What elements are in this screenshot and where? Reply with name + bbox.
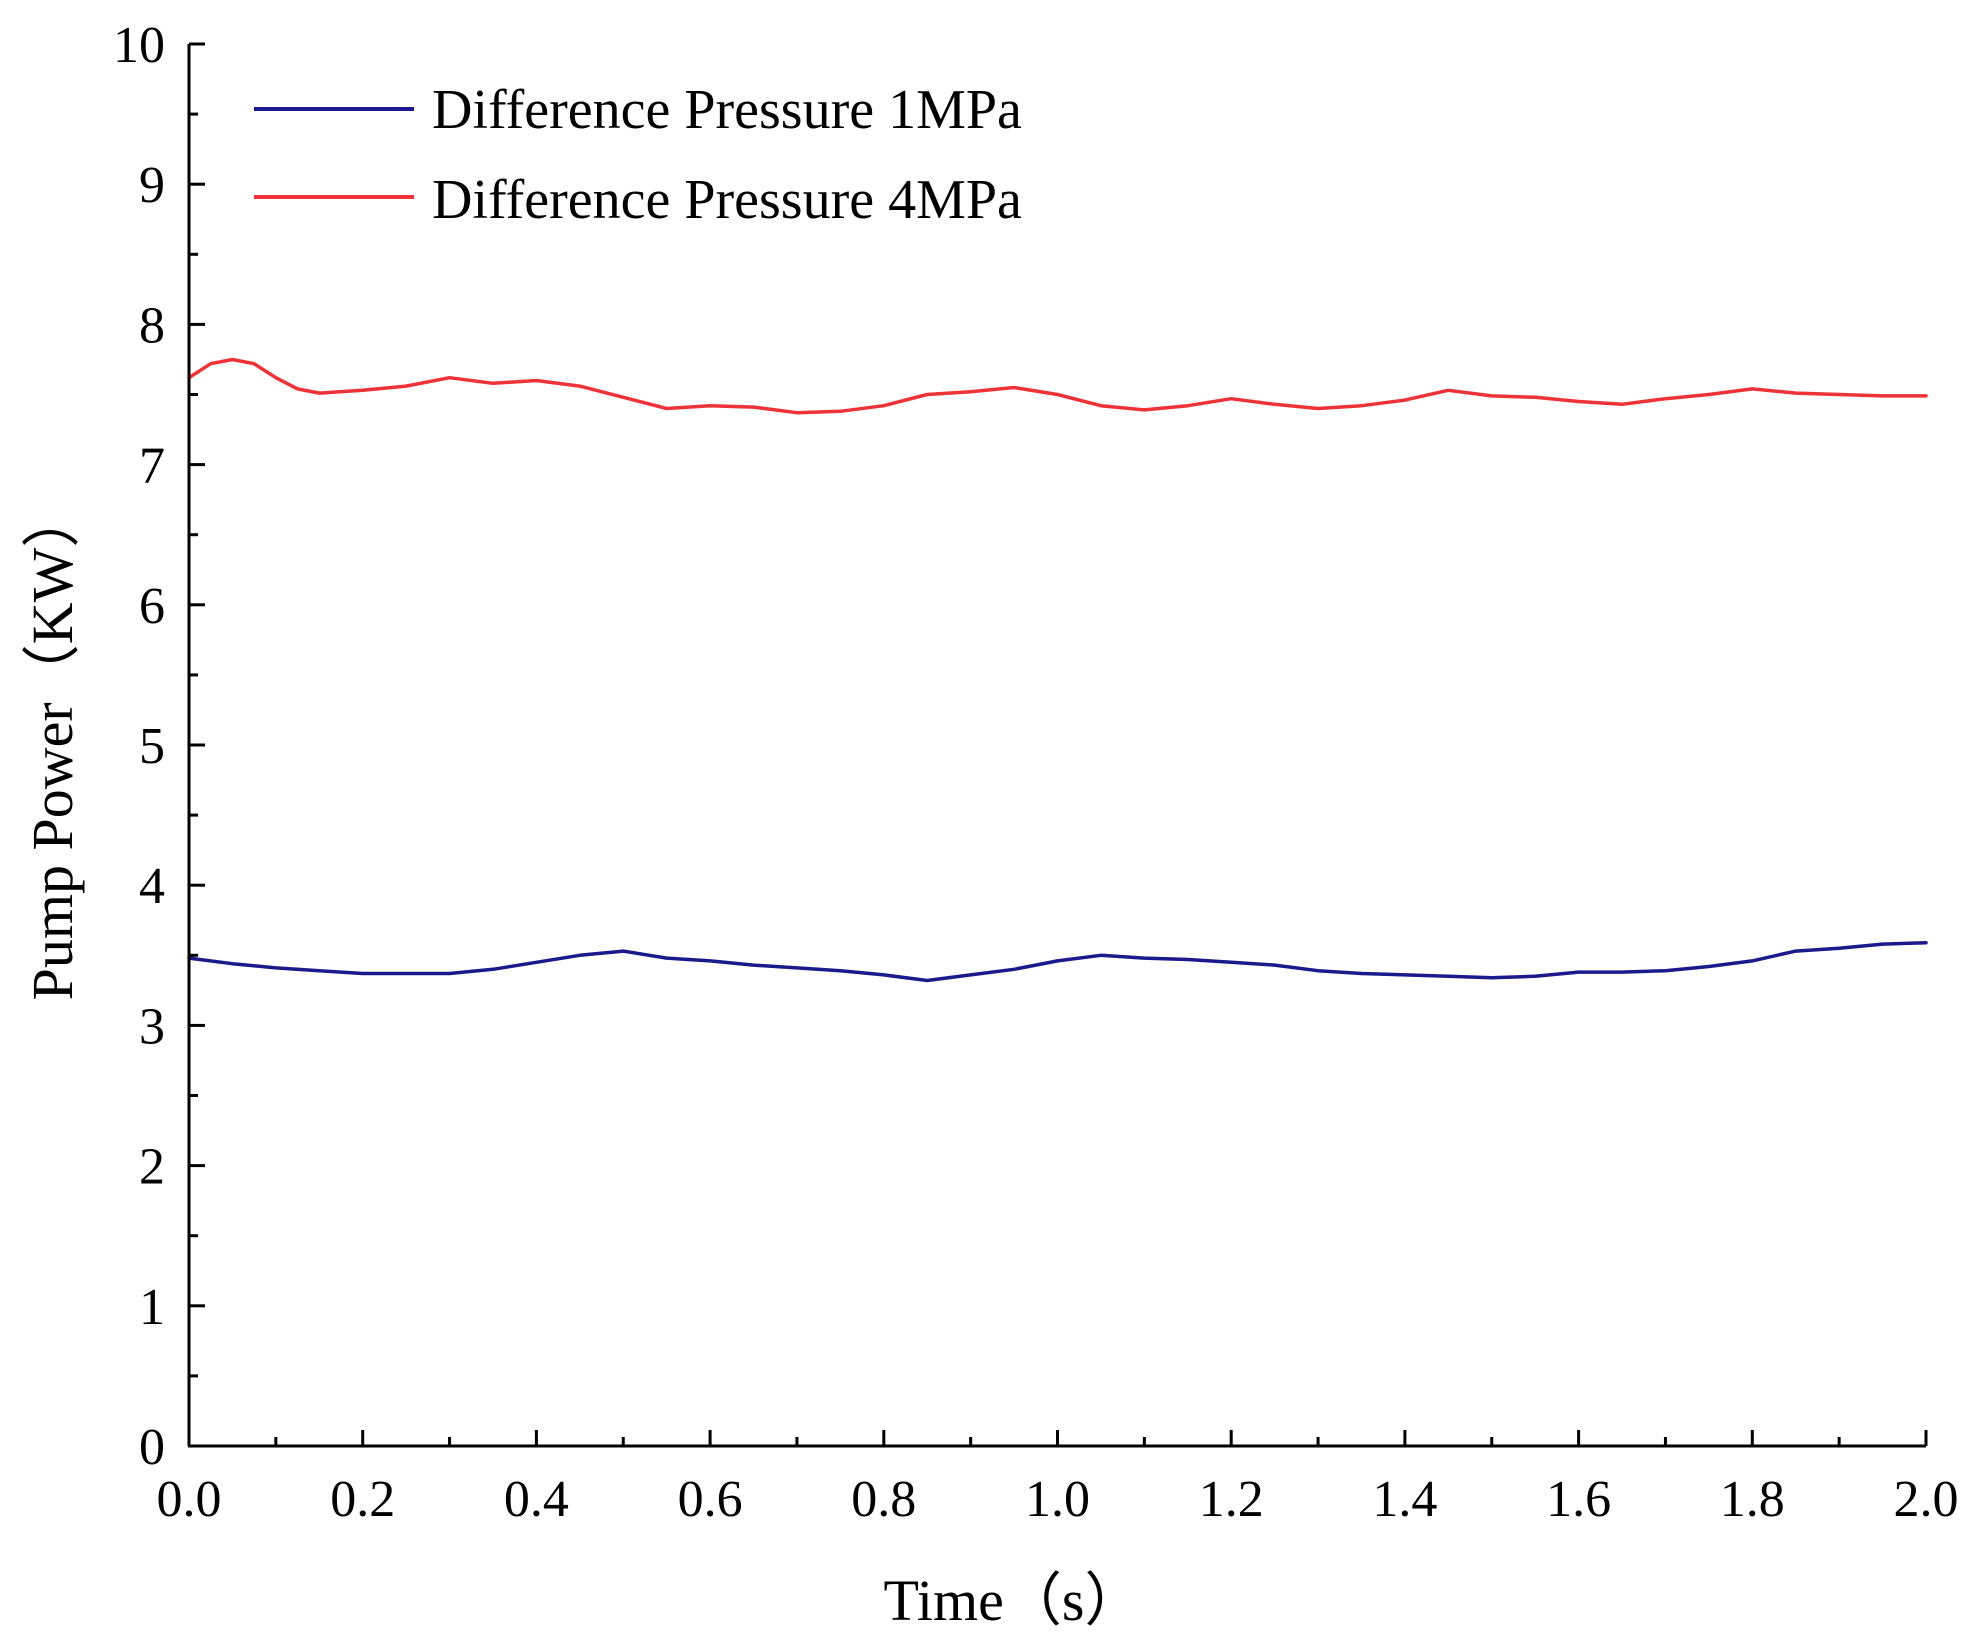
y-tick-label: 0 [139, 1419, 165, 1476]
x-tick-label: 2.0 [1894, 1471, 1959, 1528]
y-tick-label: 7 [139, 438, 165, 495]
series-layer [187, 357, 1928, 983]
y-axis-label: Pump Power（KW） [20, 490, 85, 1001]
y-tick-label: 8 [139, 297, 165, 354]
x-tick-label: 1.2 [1199, 1471, 1264, 1528]
x-tick-label: 1.8 [1720, 1471, 1785, 1528]
x-tick-label: 0.0 [157, 1471, 222, 1528]
x-axis-label: Time（s） [884, 1568, 1143, 1633]
y-tick-label: 3 [139, 998, 165, 1055]
legend-label-4mpa: Difference Pressure 4MPa [432, 169, 1022, 231]
labels-layer: 0 1 2 3 4 5 6 7 8 9 10 0.0 0.2 0.4 0.6 0.8 1.0 1.2 1.4 1.6 1… [113, 17, 1959, 1528]
y-tick-label: 5 [139, 718, 165, 775]
x-tick-label: 1.6 [1546, 1471, 1611, 1528]
x-tick-label: 1.4 [1372, 1471, 1437, 1528]
y-tick-label: 9 [139, 157, 165, 214]
x-tick-label: 0.8 [851, 1471, 916, 1528]
y-tick-label: 2 [139, 1139, 165, 1196]
y-tick-label: 10 [113, 17, 165, 74]
axes-layer [187, 44, 1926, 1448]
series-line-4mpa [187, 357, 1928, 415]
series-line-1mpa [187, 940, 1928, 983]
legend-label-1mpa: Difference Pressure 1MPa [432, 79, 1022, 141]
x-tick-label: 1.0 [1025, 1471, 1090, 1528]
legend: Difference Pressure 1MPa Difference Pres… [254, 79, 1022, 231]
ticks-layer [187, 42, 1928, 1448]
y-tick-label: 6 [139, 578, 165, 635]
y-tick-label: 1 [139, 1279, 165, 1336]
x-tick-label: 0.4 [504, 1471, 569, 1528]
x-tick-label: 0.2 [330, 1471, 395, 1528]
x-tick-label: 0.6 [678, 1471, 743, 1528]
y-tick-label: 4 [139, 858, 165, 915]
